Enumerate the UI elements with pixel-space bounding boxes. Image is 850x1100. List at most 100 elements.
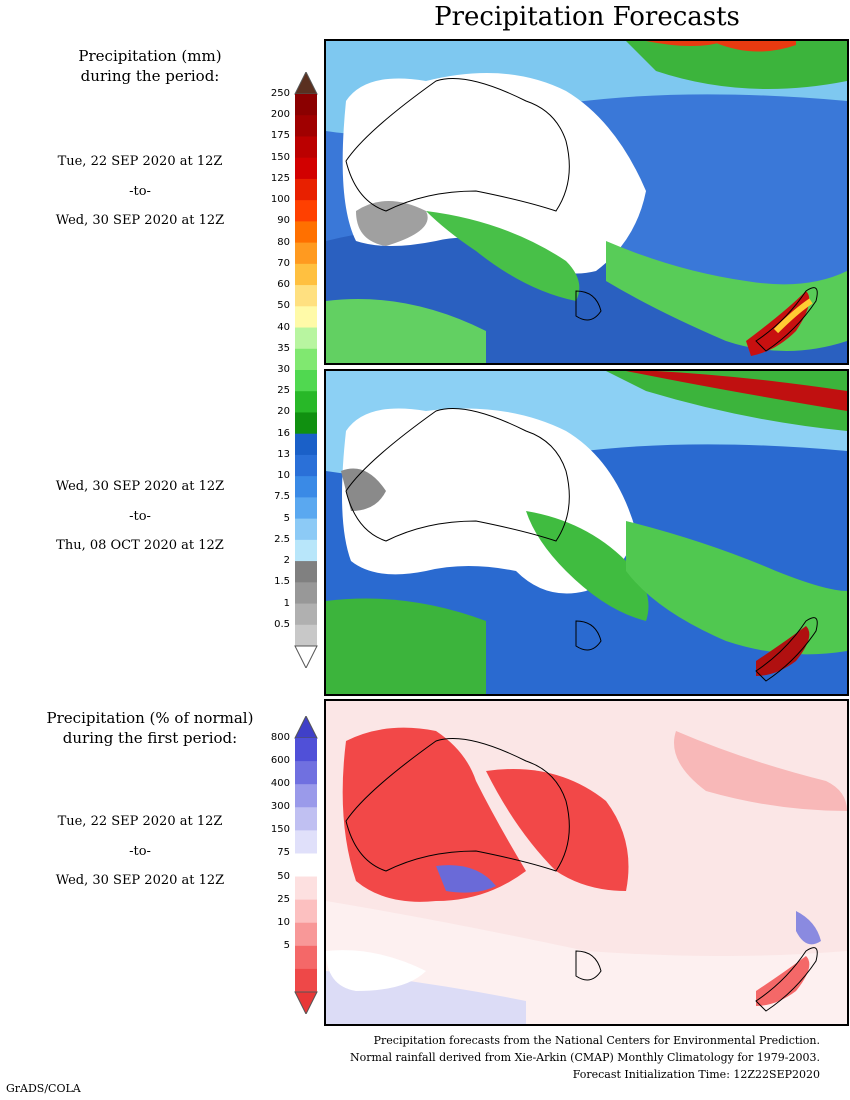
mm-colorbar-swatch xyxy=(295,454,317,477)
mm-colorbar-swatch xyxy=(295,518,317,541)
mm-scale-label: 40 xyxy=(277,321,290,333)
mm-scale-label: 1.5 xyxy=(274,576,290,588)
mm-colorbar-swatch xyxy=(295,433,317,456)
pct-colorbar xyxy=(294,716,318,1014)
mm-scale-label: 10 xyxy=(277,470,290,482)
mm-colorbar-swatch xyxy=(295,497,317,520)
mm-heading-line2: during the period: xyxy=(80,67,220,85)
pct-heading-line2: during the first period: xyxy=(62,729,238,747)
pct-colorbar-swatch xyxy=(295,807,317,831)
pct-heading: Precipitation (% of normal) during the f… xyxy=(20,708,280,748)
mm-scale-label: 35 xyxy=(277,342,290,354)
mm-scale-label: 250 xyxy=(270,88,290,99)
mm-scale-label: 16 xyxy=(277,427,290,439)
pct-heading-line1: Precipitation (% of normal) xyxy=(46,709,254,727)
mm-scale-label: 2 xyxy=(283,555,290,567)
mm-colorbar-swatch xyxy=(295,624,317,647)
pct-scale-label: 150 xyxy=(270,824,290,836)
mm-scale-label: 30 xyxy=(277,364,290,375)
pct-scale-label: 25 xyxy=(277,893,290,905)
mm-colorbar-swatch xyxy=(295,157,317,180)
mm-colorbar-swatch xyxy=(295,539,317,562)
mm-colorbar-swatch xyxy=(295,412,317,435)
precip-map-period2 xyxy=(326,371,847,694)
pct-scale-label: 5 xyxy=(283,939,290,951)
mm-scale-label: 90 xyxy=(277,215,290,227)
pct-colorbar-swatch xyxy=(295,830,317,854)
period1-to: -to- xyxy=(129,184,151,199)
pct-scale-label: 600 xyxy=(270,755,290,767)
footer-line2: Normal rainfall derived from Xie-Arkin (… xyxy=(350,1051,820,1064)
pct-scale-label: 75 xyxy=(277,847,290,859)
mm-colorbar-swatch xyxy=(295,200,317,222)
mm-scale-label: 1 xyxy=(283,597,290,609)
pct-colorbar-swatch xyxy=(295,945,317,970)
period2-start: Wed, 30 SEP 2020 at 12Z xyxy=(55,479,225,494)
mm-colorbar-swatch xyxy=(295,603,317,626)
percent-normal-map xyxy=(326,701,847,1024)
pct-period-start: Tue, 22 SEP 2020 at 12Z xyxy=(57,814,223,829)
mm-colorbar-swatch xyxy=(295,263,317,286)
map-panel-period2 xyxy=(324,369,849,696)
mm-scale-label: 125 xyxy=(270,172,290,184)
mm-scale-label: 100 xyxy=(270,194,290,206)
period1-start: Tue, 22 SEP 2020 at 12Z xyxy=(57,154,223,169)
mm-scale-label: 0.5 xyxy=(274,618,290,630)
pct-colorbar-top-arrow xyxy=(294,716,318,739)
precip-map-period1 xyxy=(326,41,847,363)
mm-scale-label: 2.5 xyxy=(274,533,290,545)
pct-period-to: -to- xyxy=(129,844,151,859)
mm-colorbar-swatch xyxy=(295,178,317,201)
mm-heading-line1: Precipitation (mm) xyxy=(78,47,222,65)
mm-scale-label: 5 xyxy=(283,512,290,524)
mm-scale-label: 80 xyxy=(277,236,290,248)
page-title: Precipitation Forecasts xyxy=(434,2,740,32)
mm-scale-label: 13 xyxy=(277,448,290,460)
map-panel-percent xyxy=(324,699,849,1026)
pct-colorbar-swatch xyxy=(295,968,317,993)
mm-scale-label: 50 xyxy=(277,300,290,312)
mm-heading: Precipitation (mm) during the period: xyxy=(40,46,260,86)
mm-colorbar-swatch xyxy=(295,115,317,137)
mm-colorbar-swatch xyxy=(295,327,317,350)
pct-colorbar-swatch xyxy=(295,761,317,785)
mm-colorbar-swatch xyxy=(295,348,317,371)
pct-colorbar-swatch xyxy=(295,853,317,878)
mm-colorbar-swatch xyxy=(295,582,317,605)
mm-scale-label: 200 xyxy=(270,109,290,121)
footer-line1: Precipitation forecasts from the Nationa… xyxy=(373,1034,820,1047)
mm-scale-label: 70 xyxy=(277,257,290,269)
mm-colorbar-swatch xyxy=(295,306,317,329)
pct-colorbar-swatch xyxy=(295,922,317,947)
mm-colorbar-top-arrow xyxy=(294,72,318,95)
pct-colorbar-swatch xyxy=(295,899,317,924)
mm-colorbar-swatch xyxy=(295,221,317,244)
period2-to: -to- xyxy=(129,509,151,524)
mm-colorbar-swatch xyxy=(295,136,317,159)
mm-scale-label: 25 xyxy=(277,385,290,397)
pct-colorbar-swatch xyxy=(295,784,317,808)
mm-scale-label: 7.5 xyxy=(274,491,290,503)
mm-colorbar-swatch xyxy=(295,391,317,413)
pct-scale-label: 400 xyxy=(270,778,290,790)
pct-colorbar-bottom-arrow xyxy=(294,991,318,1014)
mm-colorbar-swatch xyxy=(295,476,317,498)
pct-period-end: Wed, 30 SEP 2020 at 12Z xyxy=(55,873,225,888)
mm-scale-label: 175 xyxy=(270,130,290,142)
pct-scale-label: 300 xyxy=(270,801,290,813)
period2-end: Thu, 08 OCT 2020 at 12Z xyxy=(56,538,224,553)
map-panel-period1 xyxy=(324,39,849,365)
pct-colorbar-swatch xyxy=(295,876,317,901)
mm-colorbar-swatch xyxy=(295,242,317,265)
pct-scale-label: 800 xyxy=(270,732,290,743)
pct-colorbar-swatch xyxy=(295,738,317,762)
pct-scale-label: 10 xyxy=(277,916,290,928)
mm-scale-label: 150 xyxy=(270,151,290,163)
credit: GrADS/COLA xyxy=(6,1082,81,1095)
mm-colorbar-swatch xyxy=(295,94,317,116)
mm-colorbar-bottom-arrow xyxy=(294,645,318,668)
mm-colorbar xyxy=(294,72,318,668)
mm-colorbar-swatch xyxy=(295,370,317,392)
mm-scale-label: 20 xyxy=(277,406,290,418)
footer-line3: Forecast Initialization Time: 12Z22SEP20… xyxy=(572,1068,820,1081)
